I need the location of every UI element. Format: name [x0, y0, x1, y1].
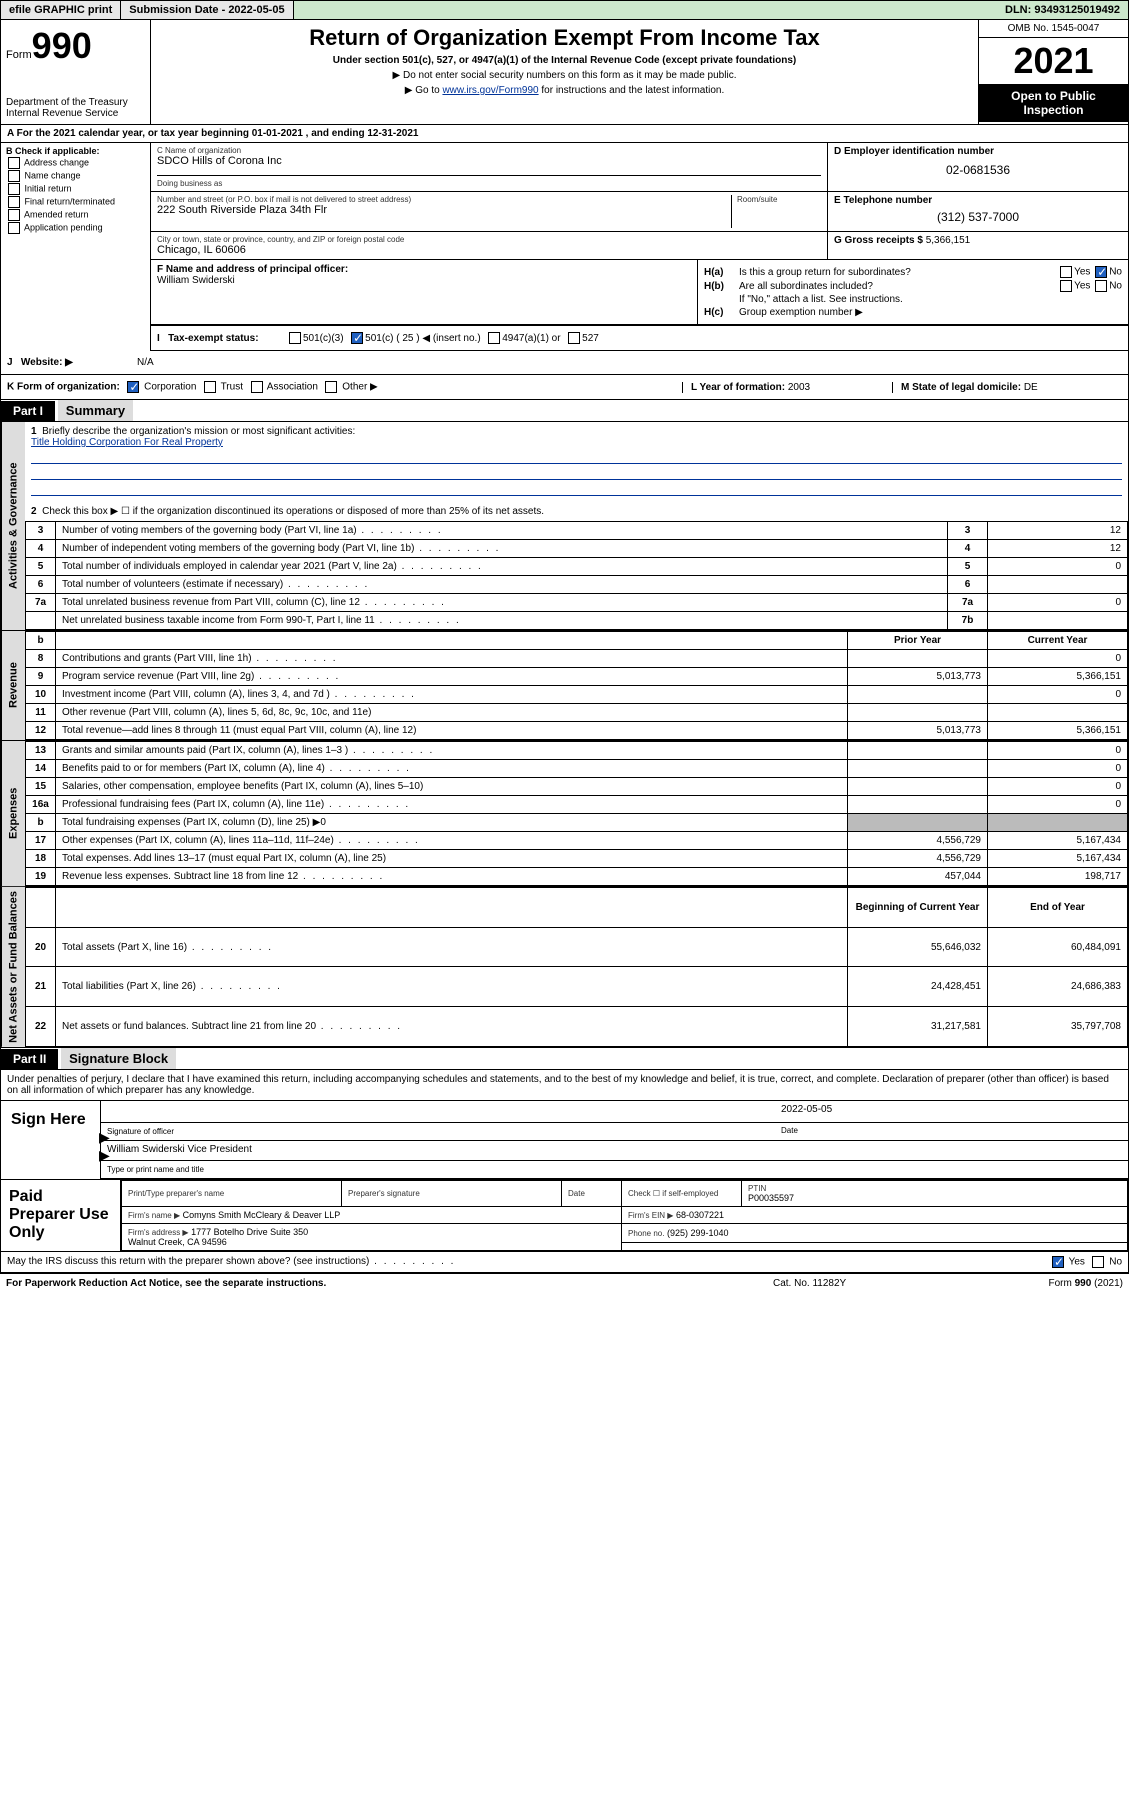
hb-yes[interactable]	[1060, 280, 1072, 292]
vlabel-expenses: Expenses	[1, 741, 25, 886]
tax-year: 2021	[979, 38, 1128, 84]
cb-final-return[interactable]: Final return/terminated	[6, 196, 145, 208]
q2-text: Check this box ▶ ☐ if the organization d…	[42, 506, 544, 517]
state-domicile: DE	[1024, 382, 1038, 393]
vlabel-activities: Activities & Governance	[1, 422, 25, 630]
discuss-no[interactable]	[1092, 1256, 1104, 1268]
note-link: ▶ Go to www.irs.gov/Form990 for instruct…	[156, 85, 973, 96]
form-label: Form	[6, 49, 32, 61]
hb-text: Are all subordinates included?	[739, 281, 1058, 292]
ha-no[interactable]	[1095, 266, 1107, 278]
gross-value: 5,366,151	[926, 235, 971, 246]
irs-link[interactable]: www.irs.gov/Form990	[442, 85, 538, 96]
hb-note: If "No," attach a list. See instructions…	[704, 294, 1122, 305]
cb-amended[interactable]: Amended return	[6, 209, 145, 221]
dba-label: Doing business as	[157, 175, 821, 188]
cb-name-change[interactable]: Name change	[6, 170, 145, 182]
vlabel-revenue: Revenue	[1, 631, 25, 740]
foot-form: Form 990 (2021)	[973, 1278, 1123, 1289]
website-value: N/A	[137, 357, 154, 368]
officer-name: William Swiderski	[157, 275, 691, 286]
form-number: 990	[32, 25, 92, 66]
addr-value: 222 South Riverside Plaza 34th Flr	[157, 204, 731, 216]
mission-text[interactable]: Title Holding Corporation For Real Prope…	[31, 437, 223, 448]
firm-addr1: 1777 Botelho Drive Suite 350	[191, 1227, 308, 1237]
cb-initial-return[interactable]: Initial return	[6, 183, 145, 195]
cb-app-pending[interactable]: Application pending	[6, 222, 145, 234]
room-label: Room/suite	[737, 195, 821, 204]
phone-value: (312) 537-7000	[834, 206, 1122, 228]
firm-phone: (925) 299-1040	[667, 1228, 729, 1238]
efile-print-button[interactable]: efile GRAPHIC print	[1, 1, 121, 19]
phone-label: E Telephone number	[834, 195, 1122, 206]
firm-name: Comyns Smith McCleary & Deaver LLP	[183, 1210, 341, 1220]
sig-date-label: Date	[781, 1126, 798, 1135]
city-value: Chicago, IL 60606	[157, 244, 821, 256]
hb-no[interactable]	[1095, 280, 1107, 292]
section-b: B Check if applicable: Address change Na…	[1, 143, 151, 351]
note-ssn: ▶ Do not enter social security numbers o…	[156, 70, 973, 81]
paid-preparer-label: Paid Preparer Use Only	[1, 1180, 121, 1251]
form-subtitle: Under section 501(c), 527, or 4947(a)(1)…	[156, 55, 973, 66]
ein-label: D Employer identification number	[834, 146, 1122, 157]
firm-addr2: Walnut Creek, CA 94596	[128, 1237, 227, 1247]
submission-date-button[interactable]: Submission Date - 2022-05-05	[121, 1, 293, 19]
part2-title: Signature Block	[61, 1048, 176, 1069]
ein-value: 02-0681536	[834, 157, 1122, 183]
hc-text: Group exemption number ▶	[739, 307, 1122, 318]
vlabel-netassets: Net Assets or Fund Balances	[1, 887, 25, 1047]
irs-label: Internal Revenue Service	[6, 108, 145, 119]
cb-527[interactable]	[568, 332, 580, 344]
ptin-value: P00035597	[748, 1193, 794, 1203]
cb-501c[interactable]	[351, 332, 363, 344]
sig-name: William Swiderski Vice President	[107, 1144, 252, 1155]
cb-other[interactable]	[325, 381, 337, 393]
form-header: Form990 Department of the Treasury Inter…	[0, 20, 1129, 125]
cb-trust[interactable]	[204, 381, 216, 393]
form-title: Return of Organization Exempt From Incom…	[156, 25, 973, 51]
ha-text: Is this a group return for subordinates?	[739, 267, 1058, 278]
org-name-label: C Name of organization	[157, 146, 821, 155]
discuss-yes[interactable]	[1052, 1256, 1064, 1268]
gross-label: G Gross receipts $	[834, 235, 923, 246]
open-public-badge: Open to Public Inspection	[979, 84, 1128, 122]
city-label: City or town, state or province, country…	[157, 235, 821, 244]
omb-number: OMB No. 1545-0047	[979, 20, 1128, 38]
part2-header: Part II	[1, 1049, 58, 1069]
q1-text: Briefly describe the organization's miss…	[42, 426, 355, 437]
sig-officer-label: Signature of officer	[107, 1127, 174, 1136]
cb-corp[interactable]	[127, 381, 139, 393]
cb-assoc[interactable]	[251, 381, 263, 393]
part1-title: Summary	[58, 400, 133, 421]
officer-label: F Name and address of principal officer:	[157, 264, 691, 275]
row-a-tax-year: A For the 2021 calendar year, or tax yea…	[1, 125, 1128, 143]
foot-left: For Paperwork Reduction Act Notice, see …	[6, 1278, 773, 1289]
part1-header: Part I	[1, 401, 55, 421]
cb-501c3[interactable]	[289, 332, 301, 344]
sig-date: 2022-05-05	[781, 1104, 832, 1115]
year-formation: 2003	[788, 382, 810, 393]
sign-here-label: Sign Here	[1, 1101, 101, 1179]
cb-4947[interactable]	[488, 332, 500, 344]
discuss-text: May the IRS discuss this return with the…	[7, 1256, 1050, 1268]
foot-cat: Cat. No. 11282Y	[773, 1278, 973, 1289]
top-bar: efile GRAPHIC print Submission Date - 20…	[0, 0, 1129, 20]
dept-label: Department of the Treasury	[6, 97, 145, 108]
ha-yes[interactable]	[1060, 266, 1072, 278]
firm-ein: 68-0307221	[676, 1210, 724, 1220]
sig-declaration: Under penalties of perjury, I declare th…	[1, 1070, 1128, 1101]
addr-label: Number and street (or P.O. box if mail i…	[157, 195, 731, 204]
cb-address-change[interactable]: Address change	[6, 157, 145, 169]
sig-name-label: Type or print name and title	[107, 1165, 204, 1174]
dln-label: DLN: 93493125019492	[997, 1, 1128, 19]
org-name: SDCO Hills of Corona Inc	[157, 155, 821, 167]
